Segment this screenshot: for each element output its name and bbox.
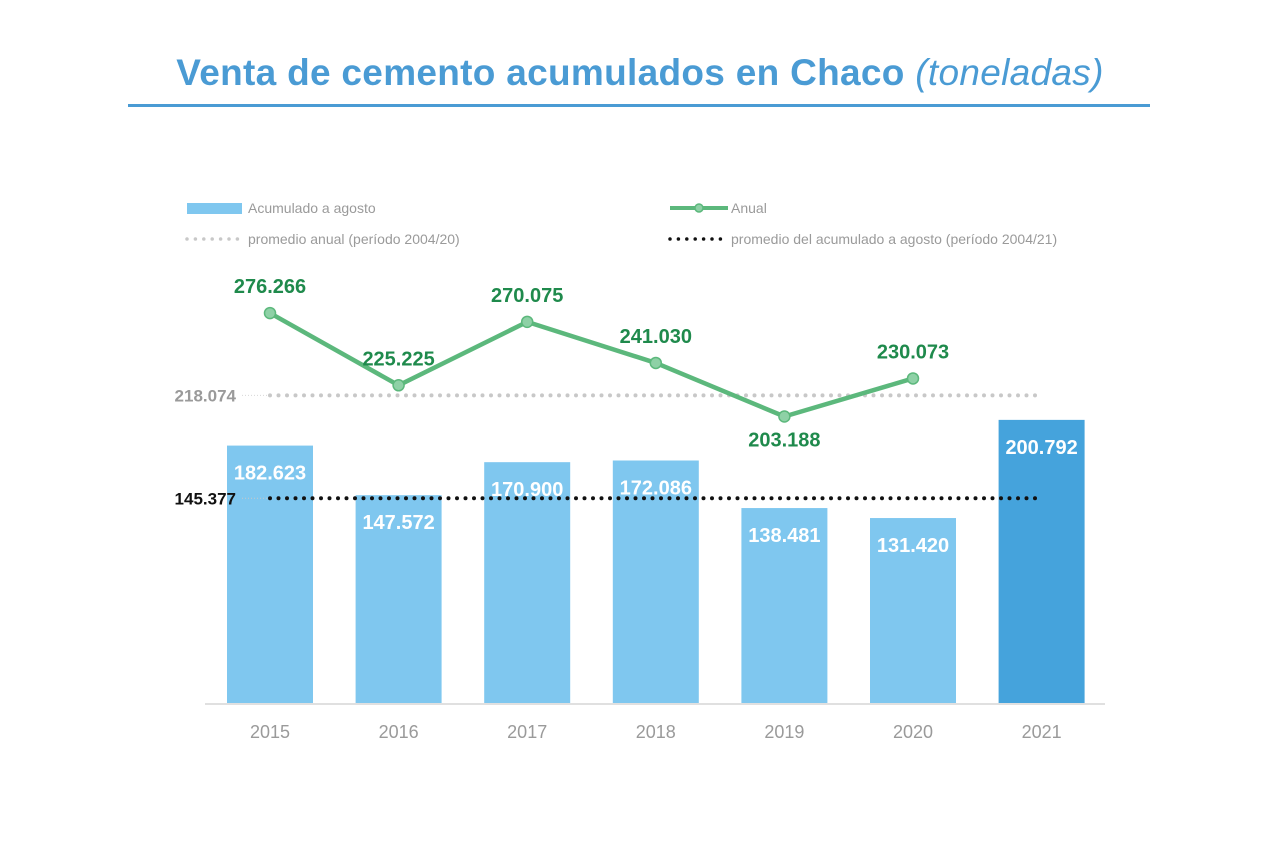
- annual-line: [268, 311, 914, 419]
- title-underline: [128, 104, 1150, 107]
- annual-label-2017: 270.075: [491, 285, 563, 307]
- x-tick-2015: 2015: [250, 722, 290, 742]
- annual-label-2020: 230.073: [877, 341, 949, 363]
- legend-0-label: Acumulado a agosto: [248, 200, 376, 216]
- chart-title: Venta de cemento acumulados en Chaco (to…: [0, 52, 1280, 94]
- annual-average-label: 218.074: [175, 386, 237, 405]
- bar-2020: [870, 518, 956, 704]
- annual-point-2020: [906, 372, 920, 385]
- line-series: 276.266 225.225 270.075 241.030 203.188 230.0…: [234, 276, 949, 451]
- bar-label-2016: 147.572: [362, 512, 434, 534]
- x-tick-2018: 2018: [636, 722, 676, 742]
- bar-2015: [227, 445, 313, 704]
- legend-1-marker: [694, 203, 704, 213]
- legend-0-swatch: [187, 203, 242, 214]
- bar-label-2017: 170.900: [491, 479, 563, 501]
- legend-2-label: promedio anual (período 2004/20): [248, 231, 460, 247]
- legend-3-label: promedio del acumulado a agosto (período…: [731, 231, 1057, 247]
- bar-2019: [741, 508, 828, 704]
- legend: Acumulado a agosto Anual promedio anual (p…: [185, 200, 1057, 247]
- annual-label-2019: 203.188: [748, 429, 820, 451]
- bar-label-2015: 182.623: [234, 463, 306, 485]
- bar-label-2020: 131.420: [877, 535, 949, 557]
- annual-label-2018: 241.030: [620, 326, 692, 348]
- bar-label-2019: 138.481: [748, 525, 820, 547]
- annual-label-2015: 276.266: [234, 276, 306, 298]
- bar-label-2021: 200.792: [1005, 437, 1077, 459]
- chart-title-main: Venta de cemento acumulados en Chaco: [176, 52, 905, 93]
- annual-point-2019: [778, 410, 791, 423]
- x-tick-2021: 2021: [1022, 722, 1062, 742]
- bar-series: 182.623 147.572 170.900 172.086 138.481 131.4…: [227, 419, 1085, 704]
- bar-2017: [484, 462, 571, 704]
- annual-point-2016: [392, 379, 405, 392]
- x-axis-ticks: 2015 2016 2017 2018 2019 2020 2021: [250, 722, 1062, 742]
- bar-2016: [355, 495, 442, 704]
- bar-label-2018: 172.086: [620, 477, 692, 499]
- annual-point-2015: [263, 306, 277, 320]
- x-tick-2016: 2016: [379, 722, 419, 742]
- reference-lines: 218.074 145.377: [175, 386, 1040, 508]
- x-tick-2020: 2020: [893, 722, 933, 742]
- chart-title-unit: (toneladas): [915, 52, 1104, 93]
- x-tick-2019: 2019: [764, 722, 804, 742]
- bar-2021: [998, 419, 1085, 704]
- annual-point-2018: [649, 356, 663, 370]
- august-average-label: 145.377: [175, 489, 236, 508]
- x-tick-2017: 2017: [507, 722, 547, 742]
- annual-label-2016: 225.225: [362, 348, 434, 370]
- annual-point-2017: [520, 315, 534, 329]
- bar-2018: [612, 460, 699, 704]
- legend-1-label: Anual: [731, 200, 767, 216]
